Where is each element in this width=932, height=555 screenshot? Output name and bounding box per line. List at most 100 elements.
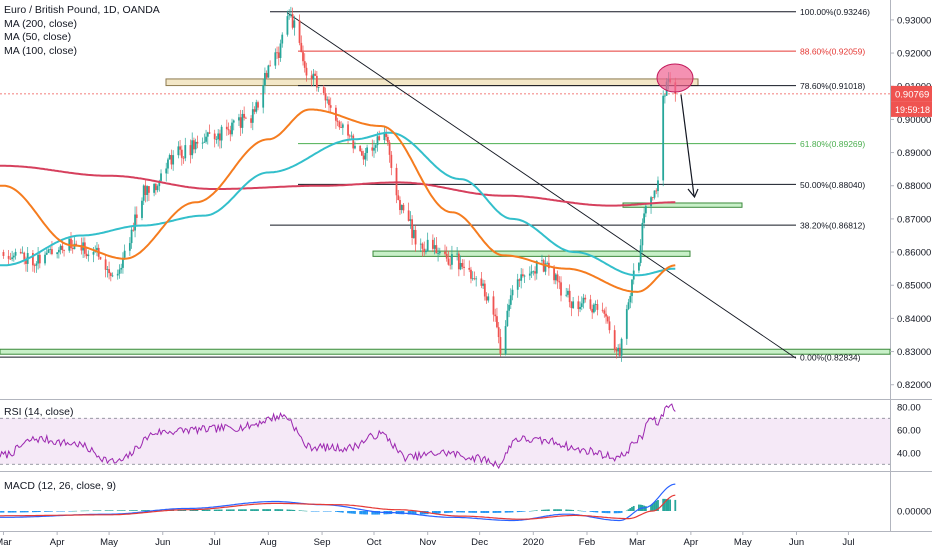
ma200-label[interactable]: MA (200, close) xyxy=(4,17,77,30)
macd-bar xyxy=(541,509,543,511)
macd-bar xyxy=(276,509,278,511)
macd-bar xyxy=(97,510,100,511)
macd-bar xyxy=(241,509,244,511)
candle-body xyxy=(111,275,114,277)
candle-body xyxy=(650,197,652,207)
candle-body xyxy=(596,304,599,310)
macd-bar xyxy=(310,511,313,512)
symbol-title[interactable]: Euro / British Pound, 1D, OANDA xyxy=(4,4,160,16)
macd-bar xyxy=(203,509,206,511)
candle-body xyxy=(141,200,143,218)
candle-body xyxy=(509,295,512,305)
candle-body xyxy=(38,254,41,264)
price-tick-label: 0.86000 xyxy=(897,248,931,259)
macd-bar xyxy=(289,509,292,511)
macd-bar xyxy=(26,511,29,513)
candle-body xyxy=(447,258,450,265)
time-tick-label: Jul xyxy=(209,537,221,548)
ma100-label[interactable]: MA (100, close) xyxy=(4,44,77,57)
candle-body xyxy=(293,20,296,28)
candle-body xyxy=(96,247,98,250)
macd-bar xyxy=(655,500,658,511)
candle-body xyxy=(376,136,379,146)
time-tick-label: Mar xyxy=(629,537,645,548)
candle-body xyxy=(653,190,656,198)
macd-bar xyxy=(326,511,329,512)
candle-body xyxy=(644,206,647,214)
macd-bar xyxy=(130,510,133,511)
macd-bar xyxy=(193,509,195,511)
candle-body xyxy=(451,254,453,265)
macd-bar xyxy=(116,510,119,511)
macd-bar xyxy=(239,509,242,511)
ma50-label[interactable]: MA (50, close) xyxy=(4,31,72,44)
candle-body xyxy=(468,267,471,270)
macd-bar xyxy=(231,509,233,511)
candle-body xyxy=(492,296,495,315)
candle-body xyxy=(156,186,159,191)
macd-bar xyxy=(468,511,471,513)
fib-label: 0.00%(0.82834) xyxy=(800,353,861,363)
macd-bar xyxy=(631,506,633,511)
macd-bar xyxy=(335,511,337,512)
candle-body xyxy=(106,269,109,270)
candle-body xyxy=(473,278,476,280)
macd-bar xyxy=(613,511,616,514)
candle-body xyxy=(148,186,150,193)
macd-bar xyxy=(59,511,62,512)
candle-body xyxy=(264,72,266,86)
macd-bar xyxy=(419,511,422,515)
candle-body xyxy=(241,113,244,128)
macd-pane-label[interactable]: MACD (12, 26, close, 9) xyxy=(4,480,117,492)
candle-body xyxy=(44,254,46,264)
macd-bar xyxy=(414,511,417,515)
candle-body xyxy=(262,85,265,108)
projection-arrow xyxy=(680,94,695,196)
macd-bar xyxy=(494,511,497,513)
macd-bar xyxy=(63,511,65,512)
macd-bar xyxy=(496,511,498,513)
candle-body xyxy=(523,275,526,277)
candle-body xyxy=(288,15,291,17)
macd-bar xyxy=(257,509,259,511)
fib-label: 61.80%(0.89269) xyxy=(800,139,865,149)
macd-bar xyxy=(376,511,379,515)
candle-body xyxy=(651,197,654,199)
macd-bar xyxy=(31,511,34,513)
candle-body xyxy=(279,43,282,58)
candle-body xyxy=(627,302,630,310)
candle-body xyxy=(305,67,308,76)
macd-bar xyxy=(606,511,609,514)
macd-bar xyxy=(593,511,595,513)
macd-bar xyxy=(352,511,355,514)
fib-label: 88.60%(0.92059) xyxy=(800,47,865,57)
candle-body xyxy=(172,155,175,165)
candle-body xyxy=(134,214,136,231)
macd-bar xyxy=(300,510,303,511)
candle-body xyxy=(189,145,192,156)
candle-body xyxy=(625,309,628,339)
macd-bar xyxy=(535,510,538,511)
candle-body xyxy=(277,52,280,58)
time-tick-label: Jun xyxy=(789,537,804,548)
macd-bar xyxy=(471,511,474,513)
candle-body xyxy=(144,185,147,195)
macd-bar xyxy=(456,511,459,513)
macd-bar xyxy=(487,511,490,513)
macd-bar xyxy=(412,511,415,515)
candle-body xyxy=(63,250,65,251)
candle-body xyxy=(177,146,180,156)
candle-body xyxy=(412,229,415,238)
macd-bar xyxy=(359,511,362,515)
macd-bar xyxy=(336,511,339,512)
macd-bar xyxy=(2,511,5,513)
macd-bar xyxy=(0,511,3,513)
macd-bar xyxy=(194,509,197,511)
macd-bar xyxy=(286,509,289,511)
candle-body xyxy=(220,126,223,141)
fib-label: 38.20%(0.86812) xyxy=(800,221,865,231)
macd-bar xyxy=(620,511,623,513)
rsi-pane-label[interactable]: RSI (14, close) xyxy=(4,406,74,418)
